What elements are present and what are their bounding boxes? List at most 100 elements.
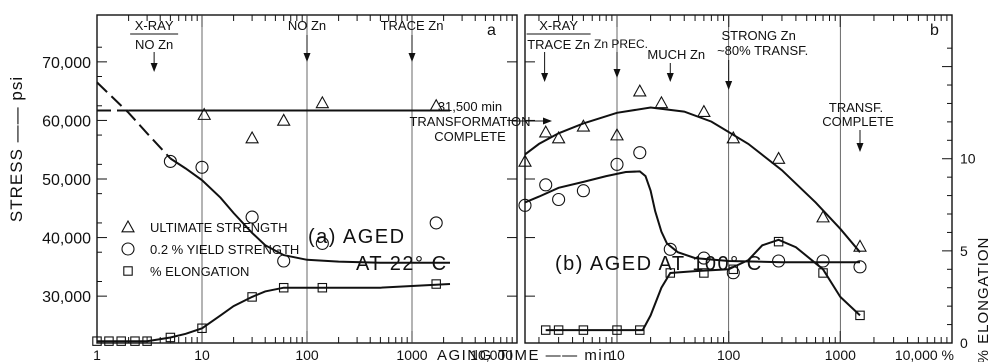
ultimate-strength-point [315, 95, 330, 109]
yield-strength-point [277, 254, 291, 268]
ultimate-strength-point [610, 127, 624, 141]
elongation-point [247, 292, 257, 302]
yield-strength-point [539, 178, 553, 192]
annotation-no-zn-label: NO Zn [288, 18, 326, 33]
elongation-point [855, 310, 865, 321]
elongation-point [665, 268, 676, 278]
ultimate-strength-point [551, 130, 566, 144]
elongation-point [728, 264, 739, 275]
y-tick-label: 50,000 [42, 172, 91, 189]
yield-strength-point [163, 154, 177, 168]
yield-strength-point [853, 260, 867, 274]
y-tick-label: 70,000 [42, 55, 91, 72]
elongation-point [197, 323, 207, 334]
annotation-transformation-complete: COMPLETE [434, 129, 506, 144]
yield-strength-point [697, 251, 711, 265]
yield-strength-point [245, 210, 259, 224]
y-tick-label: 30,000 [42, 289, 91, 306]
elongation-point [540, 325, 551, 335]
yield-strength-point [633, 146, 647, 160]
yield-strength-point [663, 242, 677, 256]
ultimate-strength-point [576, 119, 591, 132]
yield-strength-point [195, 160, 209, 174]
annotation-no-zn-arrow-head [303, 53, 311, 62]
ultimate-strength-point [518, 154, 532, 167]
ultimate-strength-point [276, 113, 291, 126]
annotation-zn-prec-arrow-head [613, 69, 621, 78]
annotation-strong-zn-arrow-head [725, 81, 733, 90]
yield-strength-point [576, 184, 590, 198]
annotation-xray: X-RAY [135, 18, 174, 33]
elongation-point [116, 336, 126, 346]
annotation-much-zn: MUCH Zn [647, 47, 705, 62]
elongation-point [818, 268, 828, 278]
panel-b-frame [524, 14, 953, 344]
legend-label: % ELONGATION [150, 264, 249, 279]
panel-letter: a [487, 22, 496, 39]
yield-strength-point [429, 216, 443, 230]
ultimate-strength-point [538, 125, 553, 138]
x-tick-label: 1000 [825, 347, 856, 362]
ultimate-strength-point [816, 209, 830, 223]
annotation-31500-arrow-head [543, 117, 552, 125]
elongation-point [104, 336, 114, 346]
annotation-trace-zn: TRACE Zn [381, 18, 444, 33]
legend-label: ULTIMATE STRENGTH [150, 220, 287, 235]
elongation-point [278, 282, 289, 293]
annotation-transf-80: ~80% TRANSF. [717, 43, 808, 58]
annotation-xray: X-RAY [539, 18, 578, 33]
yield-strength-point [315, 236, 329, 250]
yield-strength-point [552, 192, 566, 207]
annotation-31500-min: 31,500 min [438, 99, 502, 114]
y2-tick-label: 10 [960, 151, 976, 167]
annotation-trace-zn-arrow-head [408, 53, 416, 62]
y-tick-label: 40,000 [42, 231, 91, 248]
series-elongation-curve [97, 283, 451, 343]
annotation-zn-prec: Zn PREC. [594, 37, 648, 51]
y2-tick-label: 0 [960, 335, 968, 351]
series-yield-strength-curve [524, 170, 860, 264]
series-elongation-curve [545, 238, 861, 332]
yield-strength-point [816, 254, 830, 268]
elongation-point [317, 282, 328, 293]
legend-marker-circle [121, 242, 135, 256]
ultimate-strength-point [726, 130, 741, 144]
elongation-point [92, 336, 102, 346]
elongation-point [142, 336, 152, 346]
x-tick-label: 1 [93, 347, 101, 362]
annotation-xray-arrow-head [150, 63, 158, 72]
panel-title: (b) AGED AT 100° C [555, 253, 763, 275]
ultimate-strength-point [853, 239, 867, 252]
elongation-point [612, 325, 622, 335]
y2-tick-label: 5 [960, 243, 968, 259]
annotation-transf: TRANSF. [829, 100, 883, 115]
series-ultimate-strength-curve [524, 106, 861, 253]
elongation-point [553, 325, 564, 335]
yield-strength-point [610, 157, 624, 171]
legend-marker-square [123, 266, 133, 276]
elongation-point [635, 325, 645, 335]
panel-title-line2: AT 22° C [356, 253, 448, 275]
ultimate-strength-point [696, 104, 711, 117]
ultimate-strength-point [197, 107, 212, 120]
y2-axis-label: % ELONGATION [975, 237, 992, 362]
annotation-xray-arrow-head [541, 73, 549, 82]
annotation-no-zn: NO Zn [135, 37, 173, 52]
ultimate-strength-point [632, 84, 647, 97]
x-tick-label: 10,000 % [895, 347, 954, 362]
elongation-point [130, 336, 140, 346]
annotation-trace-zn: TRACE Zn [527, 37, 590, 52]
annotation-much-zn-arrow-head [666, 73, 674, 82]
annotation-strong-zn: STRONG Zn [721, 28, 795, 43]
x-axis-label: AGING TIME —— min [437, 347, 613, 362]
x-tick-label: 1000 [396, 347, 427, 362]
y-tick-label: 60,000 [42, 113, 91, 130]
annotation-complete: COMPLETE [822, 114, 894, 129]
x-tick-label: 10 [609, 347, 625, 362]
yield-strength-point [772, 254, 786, 268]
ultimate-strength-point [245, 130, 260, 144]
elongation-point [773, 236, 784, 247]
panel-title-line1: (a) AGED [308, 226, 406, 248]
x-tick-label: 100 [295, 347, 319, 362]
panel-b: 0 5 10 % ELONGATION 10 100 1000 10,000 % b X-RAY T… [409, 14, 992, 362]
